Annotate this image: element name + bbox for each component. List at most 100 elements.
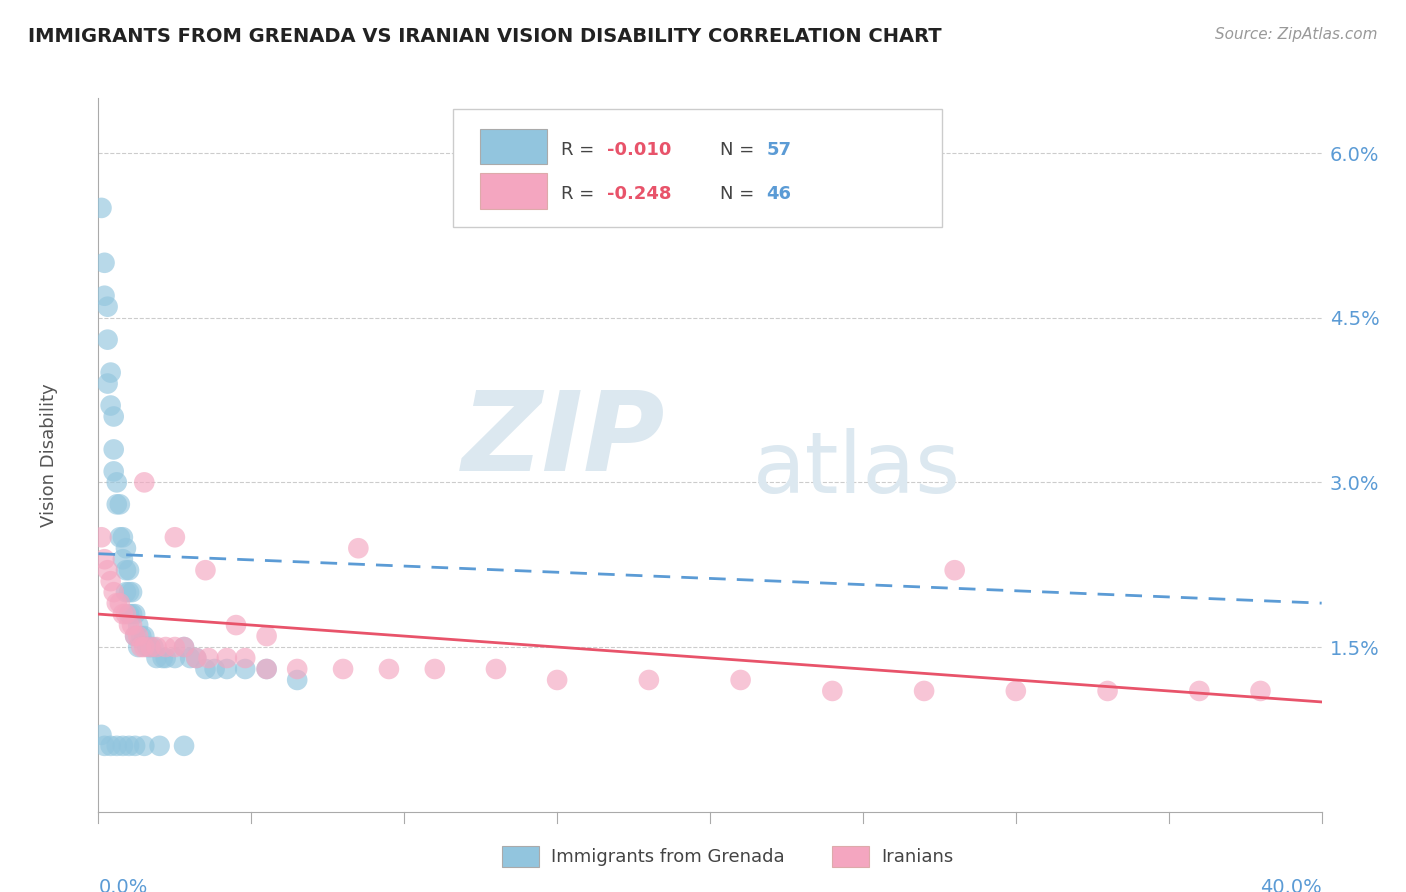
- Point: [285, 662, 308, 676]
- Text: atlas: atlas: [752, 427, 960, 511]
- Text: R =: R =: [561, 141, 600, 159]
- Point: [186, 651, 208, 665]
- Point: [90, 201, 112, 215]
- Point: [111, 530, 134, 544]
- Point: [90, 728, 112, 742]
- Point: [332, 662, 354, 676]
- Point: [111, 607, 134, 621]
- Point: [163, 651, 186, 665]
- Point: [173, 640, 195, 654]
- Text: ZIP: ZIP: [461, 387, 665, 494]
- Point: [423, 662, 446, 676]
- Text: 40.0%: 40.0%: [1260, 878, 1322, 892]
- Point: [173, 739, 195, 753]
- Point: [730, 673, 752, 687]
- Point: [118, 585, 141, 599]
- Point: [943, 563, 966, 577]
- Point: [118, 618, 141, 632]
- Point: [139, 640, 162, 654]
- FancyBboxPatch shape: [832, 846, 869, 867]
- Point: [256, 662, 278, 676]
- Point: [105, 596, 128, 610]
- Point: [233, 651, 256, 665]
- Point: [163, 640, 186, 654]
- Point: [637, 673, 661, 687]
- Point: [105, 475, 128, 490]
- Point: [142, 640, 165, 654]
- Point: [118, 607, 141, 621]
- Point: [145, 640, 167, 654]
- Point: [124, 607, 146, 621]
- Point: [215, 651, 238, 665]
- Point: [108, 596, 131, 610]
- Point: [97, 563, 120, 577]
- Point: [546, 673, 568, 687]
- Point: [194, 662, 217, 676]
- Point: [118, 739, 141, 753]
- Point: [93, 739, 115, 753]
- Point: [118, 563, 141, 577]
- Text: 0.0%: 0.0%: [98, 878, 148, 892]
- FancyBboxPatch shape: [479, 128, 547, 164]
- Text: Immigrants from Grenada: Immigrants from Grenada: [551, 847, 785, 865]
- Point: [285, 673, 308, 687]
- Point: [134, 475, 156, 490]
- Point: [821, 684, 844, 698]
- Point: [121, 585, 143, 599]
- Point: [93, 552, 115, 566]
- Point: [155, 640, 177, 654]
- Point: [215, 662, 238, 676]
- Text: N =: N =: [720, 186, 759, 203]
- Text: Iranians: Iranians: [882, 847, 953, 865]
- Point: [1249, 684, 1271, 698]
- Point: [100, 366, 122, 380]
- Text: -0.010: -0.010: [607, 141, 672, 159]
- Point: [136, 640, 159, 654]
- Text: Source: ZipAtlas.com: Source: ZipAtlas.com: [1215, 27, 1378, 42]
- Point: [256, 662, 278, 676]
- Point: [127, 618, 149, 632]
- Point: [93, 256, 115, 270]
- Point: [97, 300, 120, 314]
- Point: [115, 541, 138, 556]
- Point: [90, 530, 112, 544]
- Point: [378, 662, 401, 676]
- FancyBboxPatch shape: [502, 846, 538, 867]
- Point: [100, 399, 122, 413]
- Text: Vision Disability: Vision Disability: [41, 383, 59, 527]
- Point: [105, 497, 128, 511]
- Point: [127, 629, 149, 643]
- Point: [97, 333, 120, 347]
- Point: [347, 541, 370, 556]
- Point: [93, 289, 115, 303]
- Point: [115, 585, 138, 599]
- Point: [179, 651, 201, 665]
- FancyBboxPatch shape: [453, 109, 942, 227]
- Point: [225, 618, 247, 632]
- Point: [129, 629, 152, 643]
- Point: [121, 607, 143, 621]
- Point: [111, 552, 134, 566]
- Point: [124, 629, 146, 643]
- Point: [100, 574, 122, 589]
- Point: [108, 497, 131, 511]
- Point: [485, 662, 508, 676]
- Point: [173, 640, 195, 654]
- Point: [103, 409, 125, 424]
- Point: [1097, 684, 1119, 698]
- Point: [115, 563, 138, 577]
- Point: [124, 629, 146, 643]
- Point: [256, 629, 278, 643]
- Point: [163, 530, 186, 544]
- Point: [204, 662, 226, 676]
- Point: [152, 651, 174, 665]
- Point: [134, 640, 156, 654]
- Point: [127, 640, 149, 654]
- Point: [197, 651, 219, 665]
- Point: [124, 739, 146, 753]
- Point: [233, 662, 256, 676]
- Text: 57: 57: [766, 141, 792, 159]
- Point: [129, 640, 152, 654]
- Point: [139, 640, 162, 654]
- FancyBboxPatch shape: [479, 173, 547, 209]
